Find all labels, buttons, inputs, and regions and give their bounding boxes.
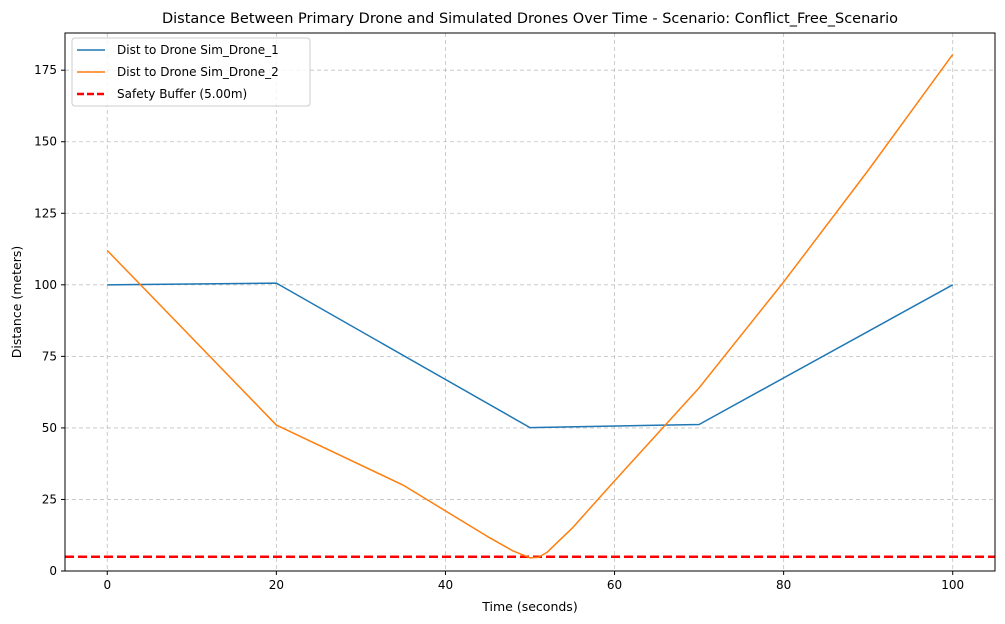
x-axis-label: Time (seconds) (481, 599, 577, 614)
y-tick-label: 25 (42, 492, 57, 506)
series-line-2 (106, 54, 954, 559)
y-tick-label: 75 (42, 349, 57, 363)
y-tick-label: 175 (34, 63, 57, 77)
series-group (106, 54, 954, 559)
y-axis-label: Distance (meters) (9, 246, 24, 359)
legend-label-sim-drone-2: Dist to Drone Sim_Drone_2 (117, 65, 279, 79)
legend: Dist to Drone Sim_Drone_1 Dist to Drone … (71, 37, 311, 107)
plot-area-frame (64, 32, 996, 572)
x-tick-label: 20 (269, 578, 284, 592)
y-tick-label: 100 (34, 278, 57, 292)
x-axis: 0 20 40 60 80 100 (103, 571, 964, 592)
series-line-1 (107, 282, 954, 429)
x-tick-label: 100 (941, 578, 964, 592)
y-tick-label: 125 (34, 206, 57, 220)
y-tick-label: 150 (34, 135, 57, 149)
legend-box (71, 37, 311, 107)
chart-title: Distance Between Primary Drone and Simul… (162, 11, 898, 27)
y-tick-label: 0 (49, 564, 57, 578)
y-tick-label: 50 (42, 421, 57, 435)
x-tick-label: 80 (776, 578, 791, 592)
legend-label-sim-drone-1: Dist to Drone Sim_Drone_1 (117, 43, 279, 57)
x-tick-label: 60 (607, 578, 622, 592)
y-axis: 0 25 50 75 100 125 150 175 (34, 63, 65, 578)
legend-label-safety-buffer: Safety Buffer (5.00m) (117, 87, 247, 101)
x-tick-label: 40 (438, 578, 453, 592)
x-tick-label: 0 (103, 578, 111, 592)
